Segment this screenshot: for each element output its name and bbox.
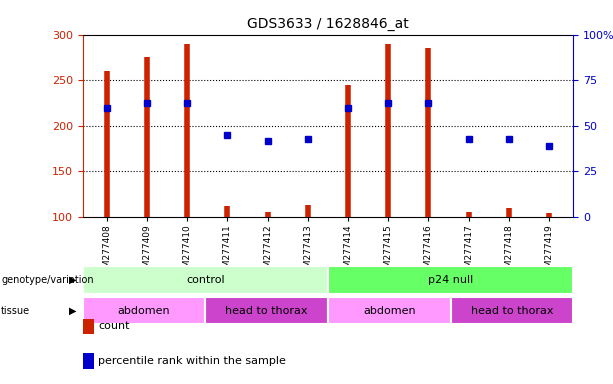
Bar: [328, 297, 451, 324]
Text: p24 null: p24 null: [428, 275, 473, 285]
Text: genotype/variation: genotype/variation: [1, 275, 94, 285]
Text: tissue: tissue: [1, 306, 31, 316]
Text: count: count: [98, 321, 129, 331]
Text: percentile rank within the sample: percentile rank within the sample: [98, 356, 286, 366]
Text: head to thorax: head to thorax: [471, 306, 553, 316]
Bar: [83, 297, 205, 324]
Text: control: control: [186, 275, 225, 285]
Text: abdomen: abdomen: [118, 306, 170, 316]
Text: ▶: ▶: [69, 275, 77, 285]
Text: abdomen: abdomen: [363, 306, 416, 316]
Bar: [328, 266, 573, 294]
Bar: [451, 297, 573, 324]
Bar: [83, 266, 328, 294]
Text: head to thorax: head to thorax: [226, 306, 308, 316]
Text: ▶: ▶: [69, 306, 77, 316]
Title: GDS3633 / 1628846_at: GDS3633 / 1628846_at: [247, 17, 409, 31]
Bar: [205, 297, 328, 324]
